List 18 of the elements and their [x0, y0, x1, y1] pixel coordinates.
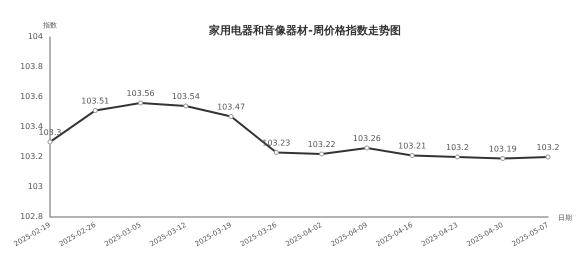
- data-label: 103.22: [308, 140, 336, 150]
- y-tick-label: 103.4: [20, 122, 43, 132]
- data-label: 103.2: [446, 143, 469, 152]
- y-tick-label: 102.8: [20, 212, 43, 222]
- data-label: 103.56: [126, 89, 155, 98]
- y-tick-label: 103.8: [20, 62, 43, 72]
- chart-title: 家用电器和音像器材-周价格指数走势图: [208, 24, 401, 37]
- data-label: 103.21: [398, 142, 426, 151]
- y-tick-label: 103.2: [20, 152, 43, 162]
- data-label: 103.19: [488, 144, 517, 154]
- data-label: 103.26: [352, 134, 381, 144]
- y-tick-label: 103.6: [20, 92, 43, 102]
- data-label: 103.47: [217, 102, 246, 112]
- data-label: 103.54: [172, 92, 200, 102]
- data-label: 103.2: [536, 143, 560, 152]
- data-label: 103.51: [81, 96, 110, 106]
- y-tick-label: 104: [28, 32, 43, 42]
- y-tick-label: 103: [28, 182, 43, 192]
